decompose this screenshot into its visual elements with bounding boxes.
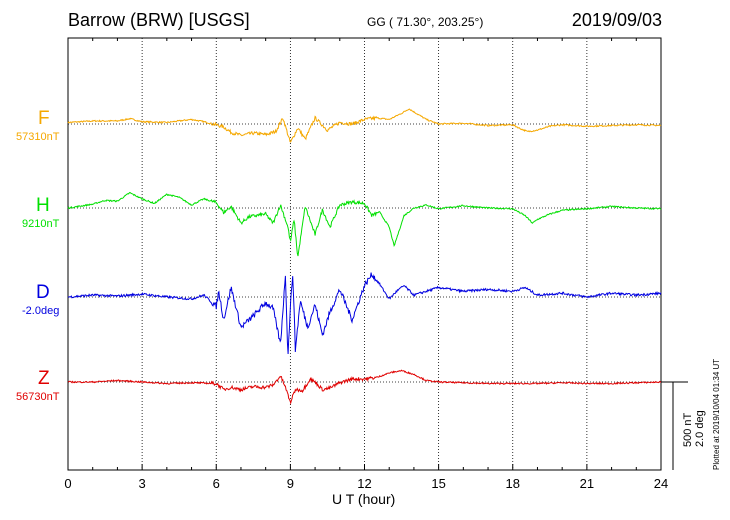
channel-z-baseline: 56730nT — [16, 391, 60, 403]
x-tick-label: 24 — [654, 476, 668, 491]
coordinates-label: GG ( 71.30°, 203.25°) — [367, 15, 484, 29]
channel-f-baseline: 57310nT — [16, 131, 60, 143]
channel-f-label: F — [38, 108, 50, 129]
channel-h-baseline: 9210nT — [22, 218, 60, 230]
channel-d-label: D — [36, 282, 50, 303]
station-title: Barrow (BRW) [USGS] — [68, 10, 250, 30]
channel-z-label: Z — [38, 368, 50, 389]
x-tick-label: 9 — [287, 476, 294, 491]
x-tick-label: 21 — [580, 476, 594, 491]
x-tick-label: 3 — [139, 476, 146, 491]
channel-d-baseline: -2.0deg — [22, 305, 60, 317]
plotted-timestamp: Plotted at 2019/10/04 01:34 UT — [712, 358, 721, 470]
x-tick-label: 6 — [213, 476, 220, 491]
series-line-d — [67, 272, 662, 355]
series-line-f — [67, 108, 662, 143]
series-line-h — [67, 191, 662, 257]
scale-bar-deg-label: 2.0 deg — [694, 410, 706, 447]
scale-bar-nt-label: 500 nT — [682, 412, 694, 447]
date-label: 2019/09/03 — [571, 10, 662, 30]
channel-h-label: H — [36, 195, 50, 216]
x-axis-label: U T (hour) — [332, 491, 396, 507]
series-line-z — [67, 369, 662, 405]
x-tick-label: 12 — [357, 476, 371, 491]
x-tick-label: 18 — [506, 476, 520, 491]
x-tick-label: 15 — [431, 476, 445, 491]
x-tick-label: 0 — [64, 476, 71, 491]
